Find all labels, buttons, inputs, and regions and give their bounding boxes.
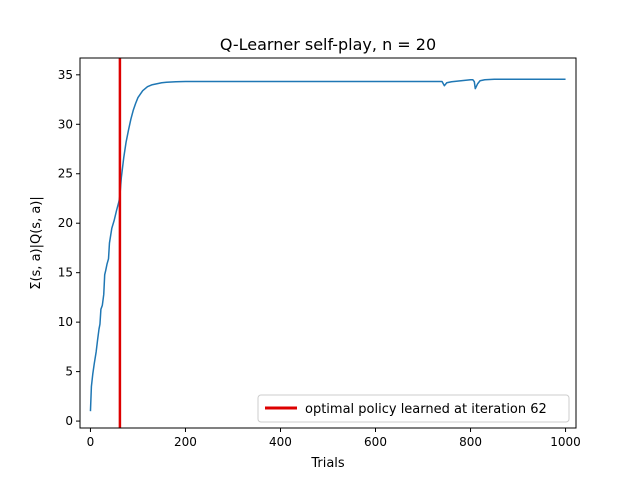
- x-tick-label: 400: [269, 435, 292, 449]
- y-tick-label: 20: [58, 216, 73, 230]
- legend-box: [257, 394, 570, 423]
- x-tick-label: 1000: [550, 435, 581, 449]
- x-tick-label: 800: [459, 435, 482, 449]
- x-tick-label: 200: [174, 435, 197, 449]
- legend-label: optimal policy learned at iteration 62: [305, 402, 547, 417]
- series-line-0: [89, 78, 566, 412]
- y-tick-label: 10: [58, 315, 73, 329]
- x-axis: 0 200 400 600 800 1000: [87, 428, 581, 449]
- y-tick-label: 0: [65, 414, 73, 428]
- x-tick-label: 600: [364, 435, 387, 449]
- x-tick-label: 0: [87, 435, 95, 449]
- plot-area: [89, 58, 566, 428]
- y-axis: 0 5 10 15 20 25 30 35: [58, 68, 80, 428]
- legend: optimal policy learned at iteration 62: [257, 394, 570, 423]
- y-tick-label: 35: [58, 68, 73, 82]
- plot-frame: [79, 57, 577, 429]
- y-tick-label: 25: [58, 167, 73, 181]
- y-tick-label: 15: [58, 266, 73, 280]
- chart-title: Q-Learner self-play, n = 20: [220, 35, 436, 54]
- y-axis-label: Σ(s, a)|Q(s, a)|: [29, 196, 44, 290]
- x-axis-label: Trials: [310, 456, 345, 471]
- y-tick-label: 30: [58, 117, 73, 131]
- y-tick-label: 5: [65, 365, 73, 379]
